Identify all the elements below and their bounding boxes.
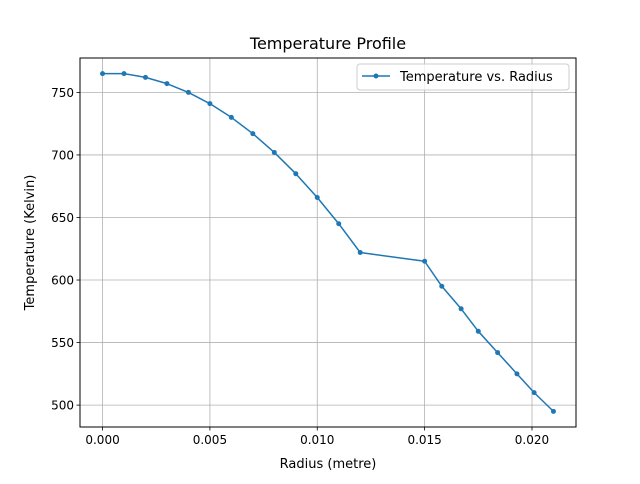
data-point-marker <box>100 71 106 77</box>
y-tick-label: 650 <box>51 211 74 225</box>
data-point-marker <box>336 221 342 227</box>
x-tick-label: 0.005 <box>193 433 227 447</box>
y-tick-label: 550 <box>51 336 74 350</box>
y-tick-label: 750 <box>51 86 74 100</box>
chart-title: Temperature Profile <box>249 34 406 53</box>
legend: Temperature vs. Radius <box>356 63 570 91</box>
data-point-marker <box>475 328 481 334</box>
x-axis-label: Radius (metre) <box>280 457 377 472</box>
x-tick-label: 0.015 <box>407 433 441 447</box>
x-tick-label: 0.010 <box>300 433 334 447</box>
legend-marker-icon <box>373 73 379 79</box>
plot-area-frame <box>79 57 577 428</box>
data-point-marker <box>439 283 445 289</box>
y-axis-ticks: 500 550 600 650 700 750 <box>51 86 80 413</box>
grid-lines <box>80 58 576 427</box>
y-axis-label: Temperature (Kelvin) <box>23 175 38 312</box>
legend-label: Temperature vs. Radius <box>399 70 553 85</box>
x-tick-label: 0.020 <box>515 433 549 447</box>
data-point-marker <box>293 171 299 177</box>
data-point-marker <box>121 71 127 77</box>
x-axis-ticks: 0.000 0.005 0.010 0.015 0.020 <box>85 427 549 447</box>
data-point-marker <box>164 81 170 87</box>
data-point-marker <box>550 408 556 414</box>
data-point-marker <box>314 194 320 200</box>
legend-box <box>356 63 570 91</box>
y-tick-label: 600 <box>51 274 74 288</box>
data-point-marker <box>207 101 213 107</box>
y-tick-label: 700 <box>51 148 74 162</box>
data-point-marker <box>422 258 428 264</box>
x-tick-label: 0.000 <box>85 433 119 447</box>
data-point-marker <box>271 149 277 155</box>
data-point-marker <box>531 390 537 396</box>
y-tick-label: 500 <box>51 399 74 413</box>
data-point-marker <box>458 306 464 312</box>
data-point-marker <box>185 89 191 95</box>
data-point-marker <box>495 350 501 356</box>
data-point-marker <box>250 131 256 137</box>
data-point-marker <box>514 371 520 377</box>
data-point-marker <box>142 74 148 80</box>
data-point-marker <box>228 114 234 120</box>
plot-data <box>100 71 556 414</box>
data-point-marker <box>357 250 363 256</box>
